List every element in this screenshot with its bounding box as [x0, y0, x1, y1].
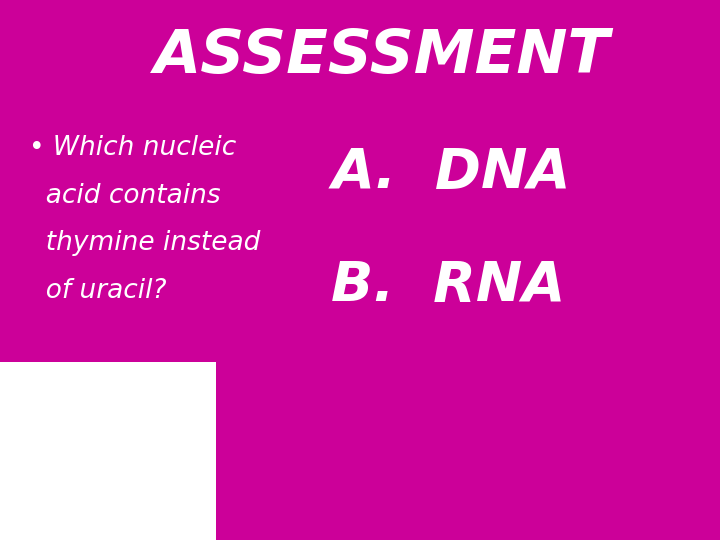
Text: of uracil?: of uracil? — [29, 278, 166, 303]
Text: thymine instead: thymine instead — [29, 230, 260, 256]
Text: • Which nucleic: • Which nucleic — [29, 135, 236, 161]
Text: B.  RNA: B. RNA — [331, 259, 566, 313]
Bar — [0, 362, 216, 540]
Text: ASSESSMENT: ASSESSMENT — [153, 27, 610, 86]
Text: acid contains: acid contains — [29, 183, 220, 208]
Text: A.  DNA: A. DNA — [331, 146, 571, 200]
